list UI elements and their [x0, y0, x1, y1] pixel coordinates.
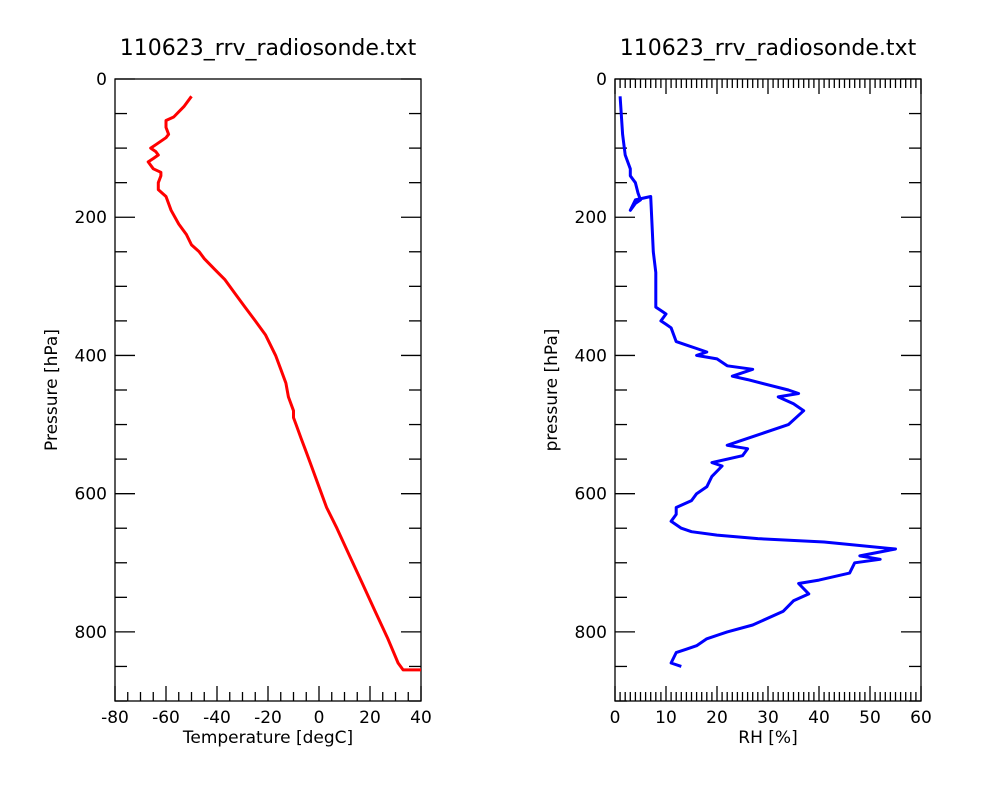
- y-tick-label: 600: [75, 485, 107, 505]
- temperature-x-axis-label: Temperature [degC]: [182, 728, 353, 748]
- x-tick-label: -40: [203, 708, 231, 728]
- temperature-y-axis-label: Pressure [hPa]: [42, 329, 62, 451]
- rh-plot-frame: [614, 78, 922, 702]
- temperature-chart: 110623_rrv_radiosonde.txt -80 -60 -40 -20 0 2…: [42, 36, 432, 748]
- rh-chart-title: 110623_rrv_radiosonde.txt: [620, 36, 917, 61]
- rh-x-axis-label: RH [%]: [738, 728, 797, 748]
- x-tick-label: 20: [706, 708, 728, 728]
- y-tick-label: 400: [75, 346, 107, 366]
- temperature-x-tick-labels: -80 -60 -40 -20 0 20 40: [101, 708, 432, 728]
- x-tick-label: -60: [152, 708, 180, 728]
- y-tick-label: 800: [575, 623, 607, 643]
- rh-x-tick-labels: 0 10 20 30 40 50 60: [610, 708, 932, 728]
- rh-chart: 110623_rrv_radiosonde.txt 0 10 20 30 40 50 60 …: [542, 36, 932, 748]
- x-tick-label: 40: [410, 708, 432, 728]
- x-tick-label: 10: [655, 708, 677, 728]
- rh-ticks: [614, 78, 922, 702]
- y-tick-label: 200: [75, 208, 107, 228]
- x-tick-label: 0: [610, 708, 621, 728]
- y-tick-label: 600: [575, 485, 607, 505]
- x-tick-label: 40: [808, 708, 830, 728]
- rh-profile-line: [618, 96, 897, 668]
- x-tick-label: -20: [254, 708, 282, 728]
- x-tick-label: 60: [910, 708, 932, 728]
- y-tick-label: 400: [575, 346, 607, 366]
- y-tick-label: 800: [75, 623, 107, 643]
- x-tick-label: -80: [101, 708, 129, 728]
- temperature-chart-title: 110623_rrv_radiosonde.txt: [120, 36, 417, 61]
- y-tick-label: 0: [96, 70, 107, 90]
- temperature-y-tick-labels: 0 200 400 600 800: [75, 70, 107, 643]
- x-tick-label: 30: [757, 708, 779, 728]
- x-tick-label: 20: [359, 708, 381, 728]
- temperature-ticks: [114, 78, 422, 702]
- rh-y-tick-labels: 0 200 400 600 800: [575, 70, 607, 643]
- x-tick-label: 50: [859, 708, 881, 728]
- rh-y-axis-label: pressure [hPa]: [542, 329, 562, 452]
- y-tick-label: 200: [575, 208, 607, 228]
- x-tick-label: 0: [314, 708, 325, 728]
- temperature-profile-line: [146, 95, 421, 672]
- y-tick-label: 0: [596, 70, 607, 90]
